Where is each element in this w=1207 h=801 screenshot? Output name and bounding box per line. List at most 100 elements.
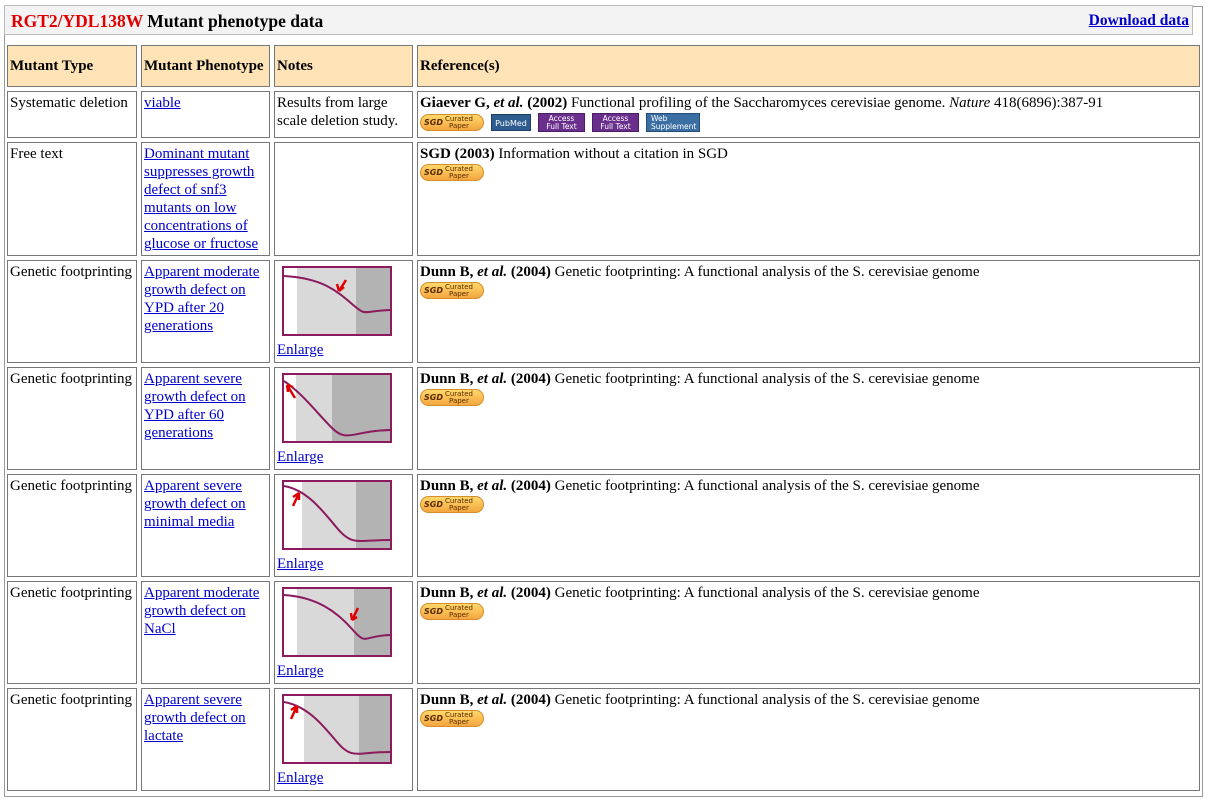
phenotype-link[interactable]: Apparent severe growth defect on YPD aft… xyxy=(144,371,246,441)
reference-author: SGD (2003) xyxy=(420,146,495,162)
footprint-thumbnail[interactable] xyxy=(282,266,392,336)
reference-author: Dunn B, xyxy=(420,264,478,280)
enlarge-link[interactable]: Enlarge xyxy=(277,556,324,572)
page-title: RGT2/YDL138W Mutant phenotype data xyxy=(11,11,323,32)
reference-badges: SGD Curated Paper xyxy=(420,282,1197,299)
reference-cell: Dunn B, et al. (2004) Genetic footprinti… xyxy=(417,260,1200,363)
reference-cell: Dunn B, et al. (2004) Genetic footprinti… xyxy=(417,367,1200,470)
phenotype-cell: Apparent severe growth defect on lactate xyxy=(141,688,270,791)
reference-text: Dunn B, et al. (2004) Genetic footprinti… xyxy=(420,584,1197,602)
footprint-thumbnail[interactable] xyxy=(282,480,392,550)
reference-badges: SGD Curated Paper xyxy=(420,164,1197,181)
phenotype-cell: Apparent severe growth defect on YPD aft… xyxy=(141,367,270,470)
notes-cell: Enlarge xyxy=(274,474,413,577)
reference-etal: et al. xyxy=(477,478,508,494)
reference-year: (2004) xyxy=(507,371,551,387)
download-data-link[interactable]: Download data xyxy=(1088,12,1189,29)
reference-etal: et al. xyxy=(477,371,508,387)
reference-author: Dunn B, xyxy=(420,585,478,601)
reference-title: Genetic footprinting: A functional analy… xyxy=(550,264,980,280)
mutant-type-cell: Genetic footprinting xyxy=(7,581,137,684)
column-header-mutant-type: Mutant Type xyxy=(7,45,137,87)
mutant-type-cell: Genetic footprinting xyxy=(7,688,137,791)
phenotype-cell: Apparent severe growth defect on minimal… xyxy=(141,474,270,577)
reference-badges: SGD Curated Paper PubMed Access Full Text A… xyxy=(420,113,1197,132)
table-row: Free text Dominant mutant suppresses gro… xyxy=(7,142,1200,256)
title-text: Mutant phenotype data xyxy=(147,11,324,31)
table-row: Genetic footprinting Apparent severe gro… xyxy=(7,474,1200,577)
access-full-text-button[interactable]: Access Full Text xyxy=(538,113,585,132)
reference-badges: SGD Curated Paper xyxy=(420,496,1197,513)
notes-cell: Enlarge xyxy=(274,581,413,684)
table-row: Genetic footprinting Apparent severe gro… xyxy=(7,367,1200,470)
pubmed-button[interactable]: PubMed xyxy=(491,114,531,131)
table-row: Genetic footprinting Apparent moderate g… xyxy=(7,581,1200,684)
sgd-curated-paper-button[interactable]: SGD Curated Paper xyxy=(420,282,484,299)
reference-badges: SGD Curated Paper xyxy=(420,710,1197,727)
reference-citation: 418(6896):387-91 xyxy=(990,95,1104,111)
mutant-type-cell: Genetic footprinting xyxy=(7,260,137,363)
enlarge-link[interactable]: Enlarge xyxy=(277,663,324,679)
phenotype-cell: Dominant mutant suppresses growth defect… xyxy=(141,142,270,256)
reference-year: (2004) xyxy=(507,692,551,708)
phenotype-link[interactable]: Apparent severe growth defect on lactate xyxy=(144,692,246,744)
reference-text: Dunn B, et al. (2004) Genetic footprinti… xyxy=(420,691,1197,709)
reference-cell: Dunn B, et al. (2004) Genetic footprinti… xyxy=(417,474,1200,577)
access-full-text-button-2[interactable]: Access Full Text xyxy=(592,113,639,132)
notes-cell: Results from large scale deletion study. xyxy=(274,91,413,138)
notes-cell: Enlarge xyxy=(274,367,413,470)
footprint-thumbnail[interactable] xyxy=(282,373,392,443)
phenotype-link[interactable]: Apparent moderate growth defect on YPD a… xyxy=(144,264,260,334)
enlarge-link[interactable]: Enlarge xyxy=(277,770,324,786)
reference-cell: Dunn B, et al. (2004) Genetic footprinti… xyxy=(417,688,1200,791)
reference-title: Genetic footprinting: A functional analy… xyxy=(550,478,980,494)
footprint-thumbnail[interactable] xyxy=(282,694,392,764)
reference-text: Dunn B, et al. (2004) Genetic footprinti… xyxy=(420,263,1197,281)
reference-etal: et al. xyxy=(493,95,524,111)
column-header-references: Reference(s) xyxy=(417,45,1200,87)
mutant-type-cell: Systematic deletion xyxy=(7,91,137,138)
table-row: Genetic footprinting Apparent moderate g… xyxy=(7,260,1200,363)
phenotype-link[interactable]: Apparent severe growth defect on minimal… xyxy=(144,478,246,530)
reference-year: (2002) xyxy=(523,95,568,111)
notes-cell xyxy=(274,142,413,256)
reference-cell: Dunn B, et al. (2004) Genetic footprinti… xyxy=(417,581,1200,684)
reference-title: Genetic footprinting: A functional analy… xyxy=(550,585,980,601)
reference-title: Functional profiling of the Saccharomyce… xyxy=(567,95,950,111)
web-supplement-button[interactable]: Web Supplement xyxy=(646,113,700,132)
enlarge-link[interactable]: Enlarge xyxy=(277,449,324,465)
phenotype-link[interactable]: Dominant mutant suppresses growth defect… xyxy=(144,146,259,252)
table-row: Genetic footprinting Apparent severe gro… xyxy=(7,688,1200,791)
sgd-curated-paper-button[interactable]: SGD Curated Paper xyxy=(420,603,484,620)
enlarge-link[interactable]: Enlarge xyxy=(277,342,324,358)
phenotype-cell: Apparent moderate growth defect on YPD a… xyxy=(141,260,270,363)
sgd-curated-paper-button[interactable]: SGD Curated Paper xyxy=(420,710,484,727)
notes-cell: Enlarge xyxy=(274,688,413,791)
reference-title: Genetic footprinting: A functional analy… xyxy=(550,692,980,708)
sgd-curated-paper-button[interactable]: SGD Curated Paper xyxy=(420,389,484,406)
sgd-curated-paper-button[interactable]: SGD Curated Paper xyxy=(420,114,484,131)
footprint-thumbnail[interactable] xyxy=(282,587,392,657)
reference-text: SGD (2003) Information without a citatio… xyxy=(420,145,1197,163)
mutant-type-cell: Genetic footprinting xyxy=(7,367,137,470)
phenotype-link[interactable]: Apparent moderate growth defect on NaCl xyxy=(144,585,260,637)
mutant-type-cell: Genetic footprinting xyxy=(7,474,137,577)
table-row: Systematic deletion viable Results from … xyxy=(7,91,1200,138)
reference-etal: et al. xyxy=(477,692,508,708)
reference-year: (2004) xyxy=(507,264,551,280)
reference-etal: et al. xyxy=(477,264,508,280)
column-header-mutant-phenotype: Mutant Phenotype xyxy=(141,45,270,87)
table-header-row: Mutant Type Mutant Phenotype Notes Refer… xyxy=(7,45,1200,87)
notes-cell: Enlarge xyxy=(274,260,413,363)
reference-year: (2004) xyxy=(507,585,551,601)
reference-journal: Nature xyxy=(949,95,991,111)
reference-cell: Giaever G, et al. (2002) Functional prof… xyxy=(417,91,1200,138)
reference-cell: SGD (2003) Information without a citatio… xyxy=(417,142,1200,256)
column-header-notes: Notes xyxy=(274,45,413,87)
sgd-curated-paper-button[interactable]: SGD Curated Paper xyxy=(420,164,484,181)
phenotype-cell: Apparent moderate growth defect on NaCl xyxy=(141,581,270,684)
phenotype-cell: viable xyxy=(141,91,270,138)
reference-author: Dunn B, xyxy=(420,478,478,494)
sgd-curated-paper-button[interactable]: SGD Curated Paper xyxy=(420,496,484,513)
phenotype-link[interactable]: viable xyxy=(144,95,181,111)
